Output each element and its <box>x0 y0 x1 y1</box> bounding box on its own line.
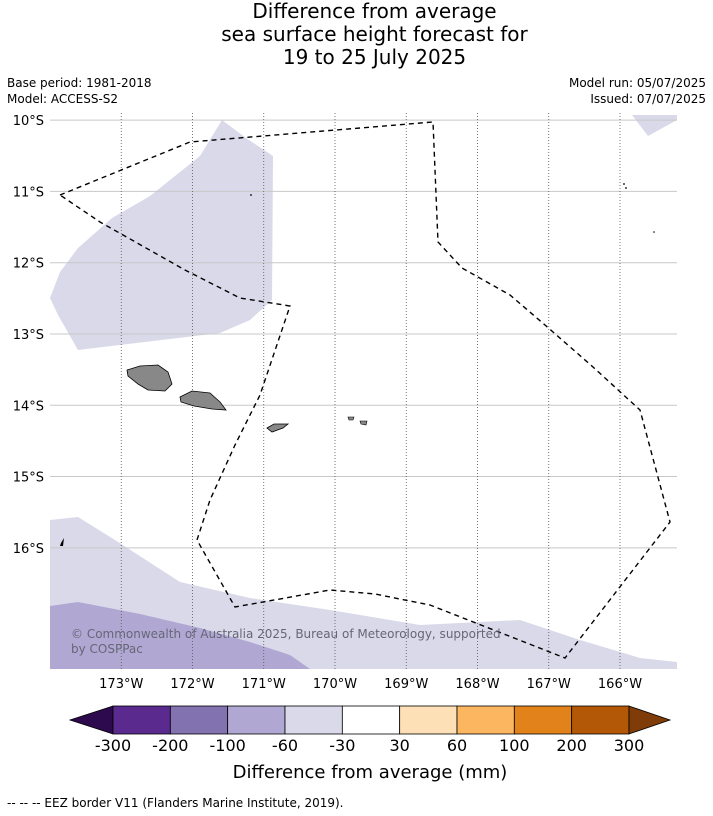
lat-tick-label: 16°S <box>13 542 44 557</box>
eez-border <box>59 121 671 659</box>
colorbar-tick-label: -60 <box>272 736 298 755</box>
colorbar-label: Difference from average (mm) <box>233 762 508 783</box>
colorbar-swatch <box>112 705 171 735</box>
issued-date: Issued: 07/07/2025 <box>590 92 706 106</box>
colorbar-tick-label: 60 <box>447 736 467 755</box>
colorbar-swatch <box>399 705 458 735</box>
islet-tokelau-3 <box>653 231 655 233</box>
colorbar-extend-high <box>628 705 672 735</box>
colorbar-tick-label: 100 <box>499 736 530 755</box>
latitude-labels: 10°S 11°S 12°S 13°S 14°S 15°S 16°S <box>13 114 44 557</box>
anomaly-region-south-inner <box>50 602 310 669</box>
anomaly-region-north-west <box>50 120 273 350</box>
colorbar-tick-label: -30 <box>329 736 355 755</box>
lon-tick-label: 168°W <box>455 677 499 692</box>
island-savaii <box>126 364 173 392</box>
lat-tick-label: 14°S <box>13 399 44 414</box>
lat-tick-label: 11°S <box>13 185 44 200</box>
copyright-line-2: by COSPPac <box>71 642 143 656</box>
lon-tick-label: 173°W <box>99 677 143 692</box>
model-name: Model: ACCESS-S2 <box>7 92 119 106</box>
colorbar-swatch <box>456 705 515 735</box>
title-line-3: 19 to 25 July 2025 <box>282 45 467 69</box>
colorbar-tick-label: -100 <box>210 736 246 755</box>
colorbar-tick-label: 300 <box>614 736 645 755</box>
map-title: Difference from average sea surface heig… <box>0 0 713 69</box>
lat-tick-label: 13°S <box>13 328 44 343</box>
model-run: Model run: 05/07/2025 <box>568 76 706 90</box>
colorbar-swatch <box>341 705 401 735</box>
longitude-labels: 173°W 172°W 171°W 170°W 169°W 168°W 167°W 166°W <box>99 677 642 692</box>
island-tutuila <box>266 423 290 433</box>
islet-tokelau-1 <box>623 183 625 185</box>
lat-tick-label: 10°S <box>13 114 44 129</box>
island-upolu <box>179 390 227 411</box>
lon-tick-label: 166°W <box>598 677 642 692</box>
islet-tokelau-2 <box>625 187 627 189</box>
islet-swains <box>250 194 252 196</box>
islet-niuatoputapu <box>60 538 64 546</box>
lon-tick-label: 167°W <box>527 677 571 692</box>
colorbar-tick-label: 200 <box>556 736 587 755</box>
meta-left: Base period: 1981-2018 Model: ACCESS-S2 <box>7 75 152 107</box>
eez-footnote: -- -- -- EEZ border V11 (Flanders Marine… <box>7 796 344 810</box>
latitude-gridlines <box>50 119 677 549</box>
colorbar-extend-low <box>68 705 114 735</box>
colorbar-swatch <box>227 705 286 735</box>
lon-tick-label: 170°W <box>313 677 357 692</box>
lat-tick-label: 15°S <box>13 471 44 486</box>
colorbar: -300 -200 -100 -60 -30 30 60 100 200 300 <box>68 705 672 755</box>
colorbar-swatch <box>571 705 630 735</box>
colorbar-swatch <box>169 705 229 735</box>
lon-tick-label: 171°W <box>242 677 286 692</box>
island-manua-1 <box>347 416 355 421</box>
title-line-1: Difference from average <box>252 0 497 23</box>
lon-tick-label: 172°W <box>170 677 214 692</box>
island-manua-2 <box>359 420 368 426</box>
colorbar-tick-label: -200 <box>152 736 188 755</box>
copyright-line-1: © Commonwealth of Australia 2025, Bureau… <box>71 627 501 641</box>
base-period: Base period: 1981-2018 <box>7 76 152 90</box>
colorbar-tick-label: 30 <box>389 736 409 755</box>
colorbar-swatch <box>284 705 343 735</box>
map-area: © Commonwealth of Australia 2025, Bureau… <box>50 113 677 669</box>
meta-right: Model run: 05/07/2025 Issued: 07/07/2025 <box>569 75 706 107</box>
lon-tick-label: 169°W <box>384 677 428 692</box>
colorbar-tick-label: -300 <box>95 736 131 755</box>
colorbar-swatch <box>513 705 573 735</box>
lat-tick-label: 12°S <box>13 257 44 272</box>
title-line-2: sea surface height forecast for <box>221 22 528 46</box>
